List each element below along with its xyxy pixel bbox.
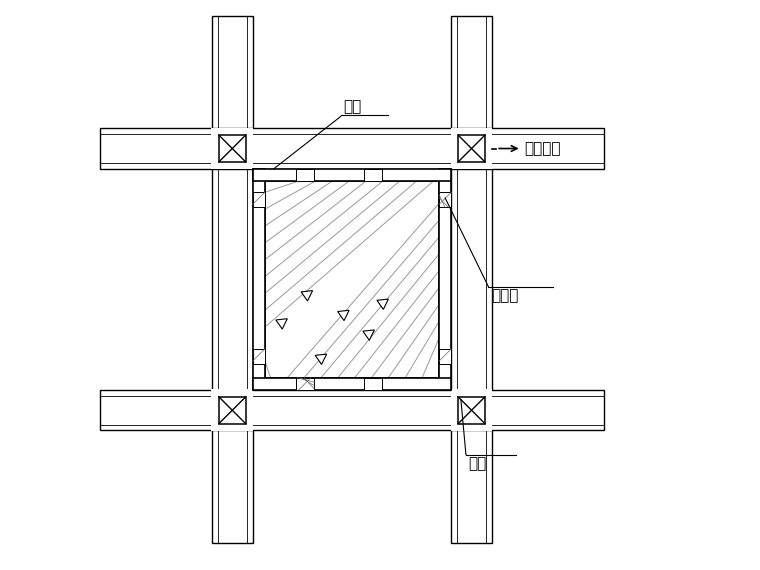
Bar — [451, 128, 492, 169]
Bar — [364, 169, 382, 181]
Polygon shape — [276, 319, 287, 329]
Bar — [296, 169, 314, 181]
Text: 连向立杆: 连向立杆 — [524, 141, 561, 156]
Bar — [439, 349, 451, 364]
Bar — [458, 397, 485, 424]
Bar — [100, 128, 604, 169]
Polygon shape — [363, 330, 375, 340]
Bar — [439, 192, 451, 207]
Bar — [439, 169, 451, 390]
Bar — [100, 390, 604, 430]
Bar — [296, 378, 314, 390]
Bar — [252, 169, 264, 390]
Bar — [264, 181, 439, 378]
Bar — [252, 349, 264, 364]
Bar — [458, 135, 485, 162]
Bar — [219, 135, 245, 162]
Text: 扣件: 扣件 — [469, 456, 487, 471]
Bar — [252, 169, 451, 181]
Bar — [264, 181, 439, 378]
Polygon shape — [301, 291, 312, 301]
Bar — [451, 16, 492, 543]
Polygon shape — [377, 299, 388, 310]
Bar — [212, 16, 252, 543]
Bar — [219, 397, 245, 424]
Bar — [211, 128, 253, 169]
Bar — [252, 192, 264, 207]
Text: 短钢管: 短钢管 — [491, 288, 518, 303]
Bar — [364, 378, 382, 390]
Text: 垫木: 垫木 — [344, 99, 362, 113]
Bar — [451, 389, 492, 431]
Bar — [211, 389, 253, 431]
Polygon shape — [315, 354, 327, 364]
Polygon shape — [337, 310, 349, 321]
Bar — [252, 378, 451, 390]
